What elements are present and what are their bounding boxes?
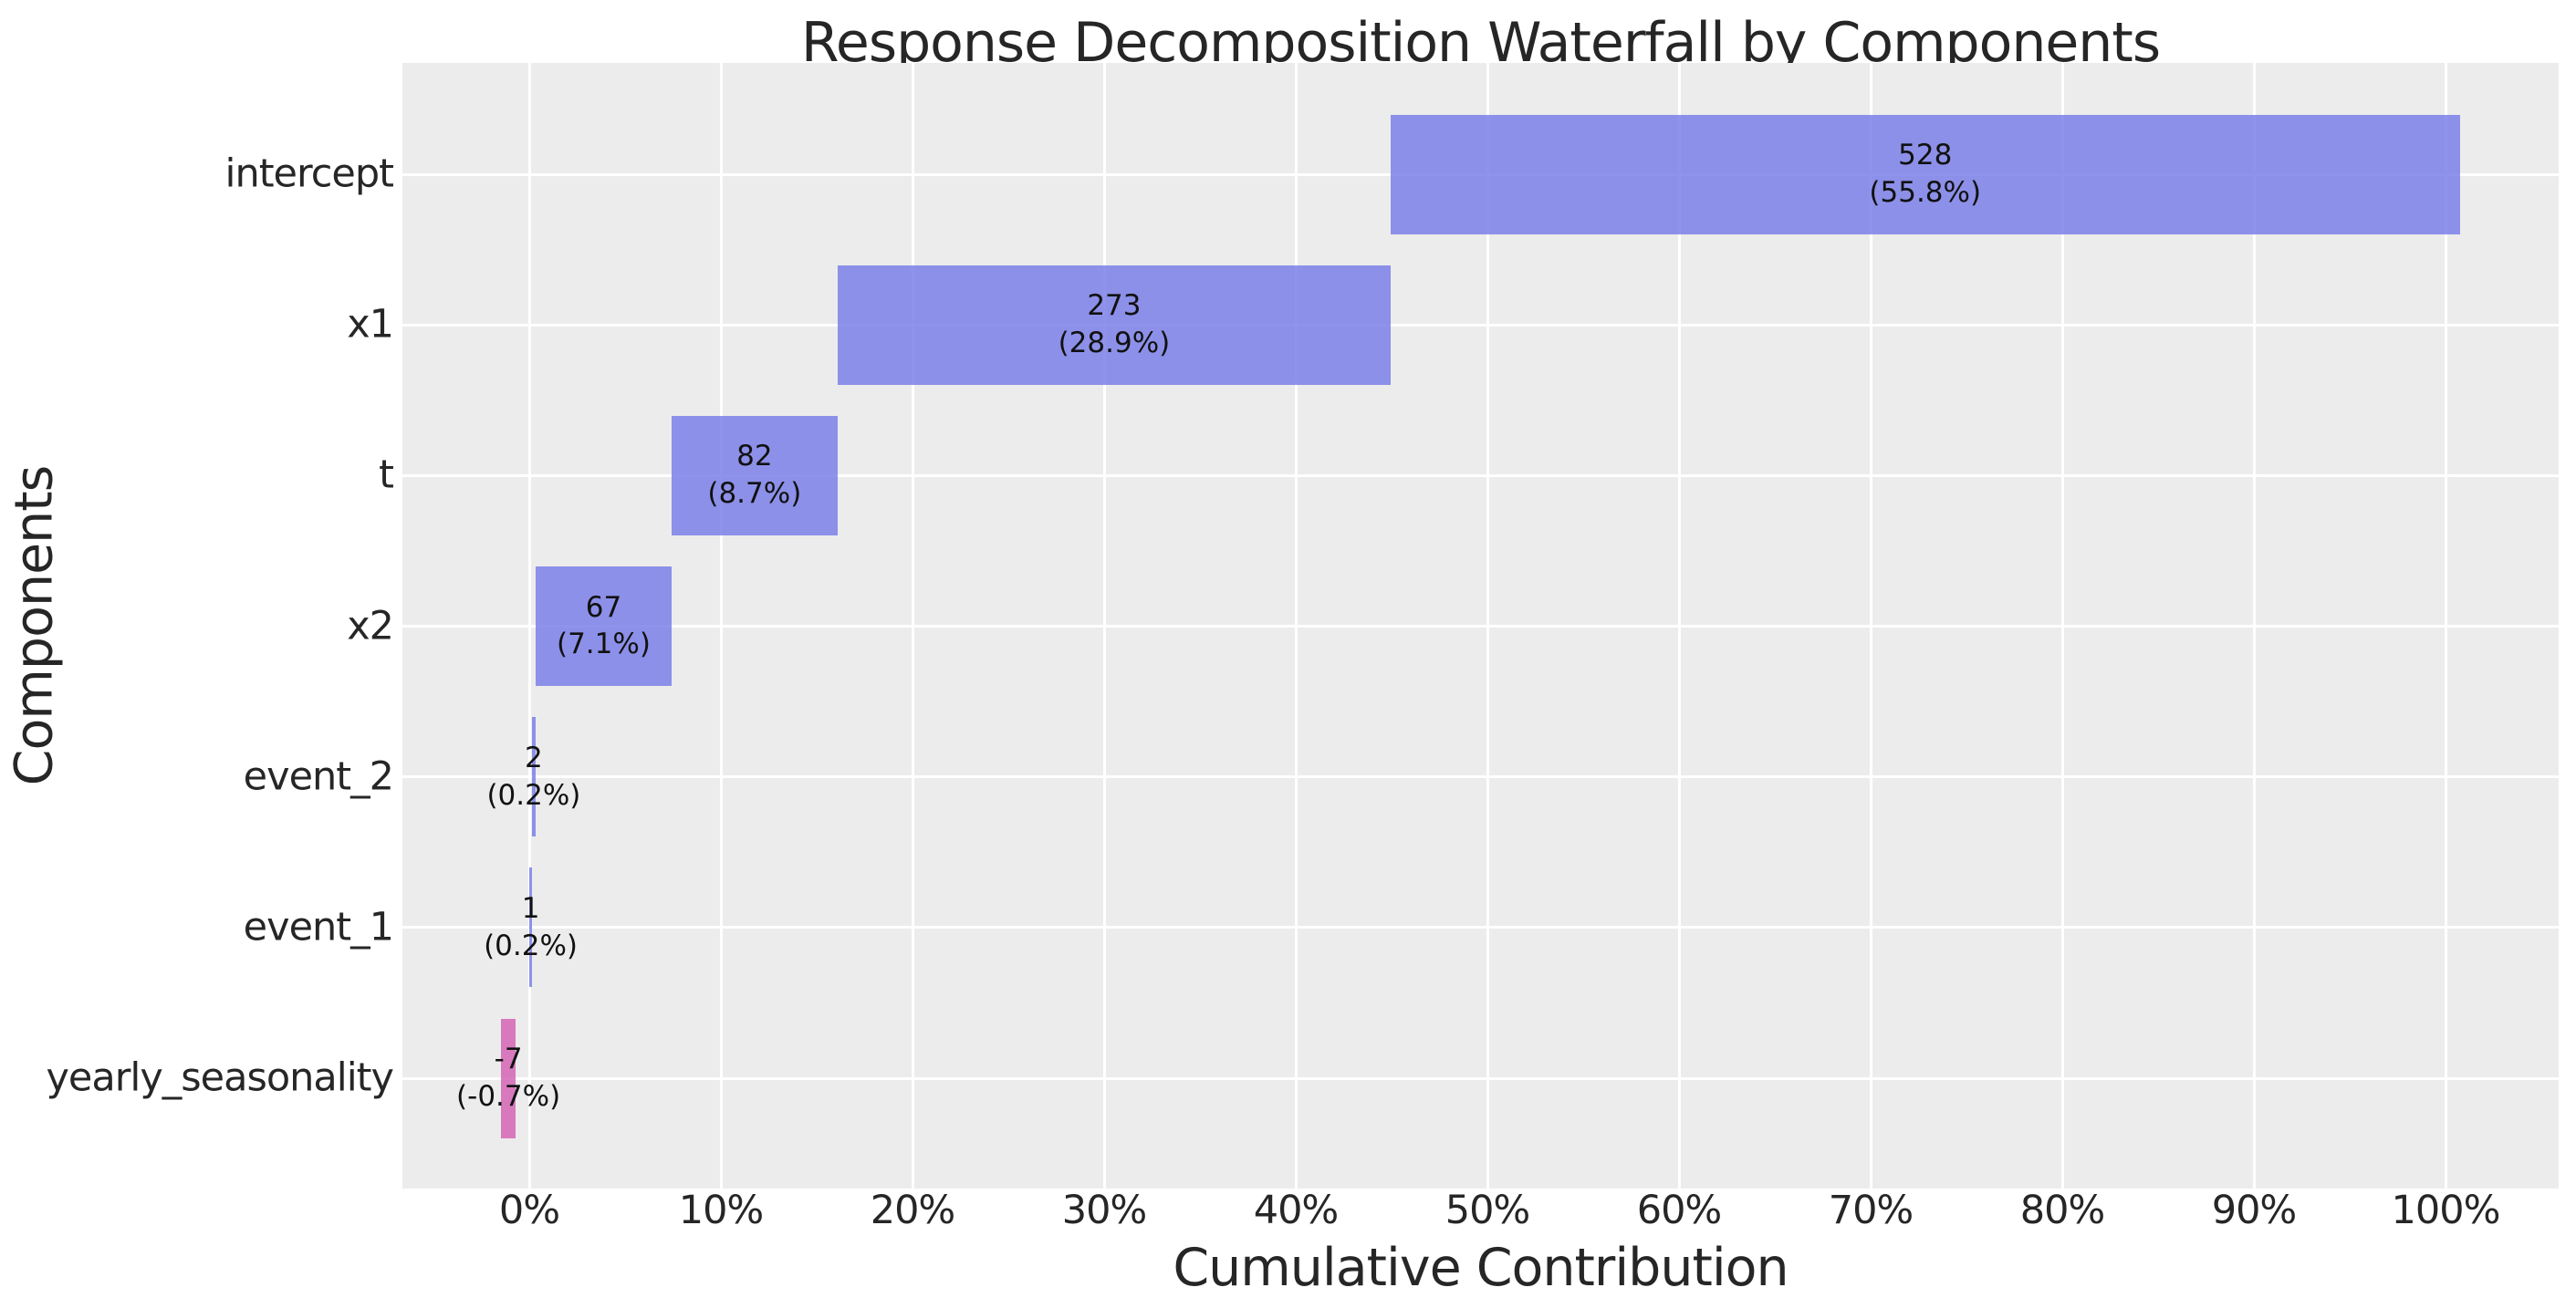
y-tick-label-x2: x2 bbox=[347, 603, 394, 649]
x-tick-label-30%: 30% bbox=[1061, 1188, 1148, 1233]
bar-intercept bbox=[1390, 114, 2460, 234]
bar-label-x1: 273 (28.9%) bbox=[1059, 287, 1171, 362]
x-tick-label-70%: 70% bbox=[1828, 1188, 1914, 1233]
x-tick-label-0%: 0% bbox=[498, 1188, 560, 1233]
bar-percent: (28.9%) bbox=[1058, 327, 1171, 360]
gridline-horizontal-x2 bbox=[402, 625, 2559, 628]
bar-percent: (0.2%) bbox=[486, 778, 581, 812]
bar-label-event_2: 2 (0.2%) bbox=[486, 740, 580, 815]
bar-value: -7 bbox=[494, 1043, 523, 1076]
gridline-horizontal-x1 bbox=[402, 323, 2559, 327]
gridline-horizontal-t bbox=[402, 473, 2559, 477]
y-tick-label-x1: x1 bbox=[347, 301, 394, 348]
bar-event_2 bbox=[531, 717, 537, 837]
bar-x2 bbox=[536, 566, 672, 686]
gridline-horizontal-event_1 bbox=[402, 926, 2559, 929]
y-tick-label-event_2: event_2 bbox=[243, 753, 394, 800]
bar-percent: (-0.7%) bbox=[456, 1080, 561, 1114]
bar-yearly_seasonality bbox=[501, 1018, 516, 1138]
bar-value: 82 bbox=[736, 440, 773, 473]
y-tick-label-event_1: event_1 bbox=[243, 904, 394, 950]
x-tick-label-50%: 50% bbox=[1444, 1188, 1531, 1233]
bar-percent: (7.1%) bbox=[556, 628, 651, 661]
gridline-horizontal-yearly_seasonality bbox=[402, 1076, 2559, 1080]
bar-label-yearly_seasonality: -7 (-0.7%) bbox=[456, 1041, 560, 1116]
y-tick-label-yearly_seasonality: yearly_seasonality bbox=[46, 1054, 394, 1101]
bar-label-t: 82 (8.7%) bbox=[707, 438, 801, 513]
bar-value: 67 bbox=[585, 590, 622, 624]
y-tick-label-intercept: intercept bbox=[224, 151, 394, 197]
x-tick-label-40%: 40% bbox=[1253, 1188, 1340, 1233]
bar-value: 273 bbox=[1087, 289, 1142, 323]
x-axis-label: Cumulative Contribution bbox=[1173, 1238, 1789, 1298]
bar-label-x2: 67 (7.1%) bbox=[557, 589, 651, 664]
bar-value: 528 bbox=[1898, 139, 1953, 172]
gridline-horizontal-event_2 bbox=[402, 775, 2559, 779]
bar-percent: (8.7%) bbox=[707, 477, 802, 511]
bar-t bbox=[671, 415, 838, 535]
bar-value: 1 bbox=[521, 891, 540, 925]
bar-event_1 bbox=[529, 867, 532, 988]
x-tick-label-80%: 80% bbox=[2019, 1188, 2106, 1233]
bar-label-event_1: 1 (0.2%) bbox=[484, 890, 578, 965]
x-tick-label-90%: 90% bbox=[2211, 1188, 2298, 1233]
bar-percent: (0.2%) bbox=[484, 929, 579, 962]
bar-x1 bbox=[837, 265, 1391, 385]
bar-percent: (55.8%) bbox=[1869, 176, 1982, 209]
x-tick-label-10%: 10% bbox=[678, 1188, 765, 1233]
y-tick-label-t: t bbox=[379, 452, 394, 498]
x-tick-label-60%: 60% bbox=[1636, 1188, 1723, 1233]
bar-label-intercept: 528 (55.8%) bbox=[1869, 137, 1981, 212]
bar-value: 2 bbox=[525, 741, 543, 774]
x-tick-label-20%: 20% bbox=[870, 1188, 956, 1233]
plot-area: 528 (55.8%) 273 (28.9%) 82 (8.7%) 67 (7.1%) 2 (0.… bbox=[402, 63, 2559, 1189]
y-axis-label: Components bbox=[4, 465, 65, 786]
x-tick-label-100%: 100% bbox=[2391, 1188, 2501, 1233]
